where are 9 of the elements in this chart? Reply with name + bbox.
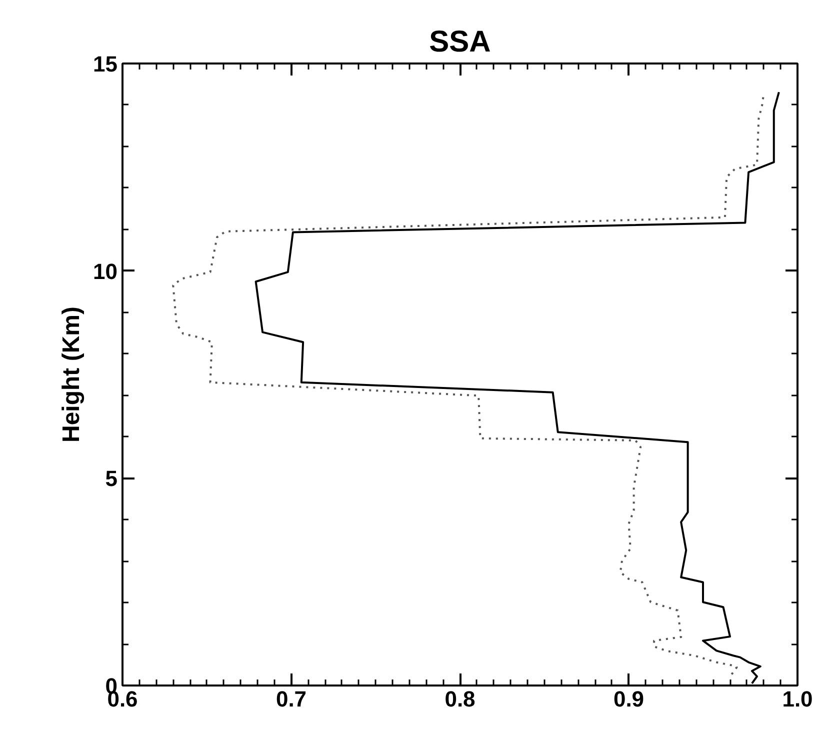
x-tick-label: 0.8 [444, 686, 476, 712]
x-tick-label: 0.7 [276, 686, 307, 712]
y-tick-label: 15 [93, 52, 118, 76]
y-tick-label: 5 [105, 466, 118, 492]
chart-title: SSA [429, 26, 491, 58]
x-tick-label: 0.9 [613, 686, 644, 712]
x-tick-label: 1.0 [782, 686, 813, 712]
y-tick-label: 10 [93, 258, 118, 284]
y-axis-title: Height (Km) [58, 306, 86, 442]
